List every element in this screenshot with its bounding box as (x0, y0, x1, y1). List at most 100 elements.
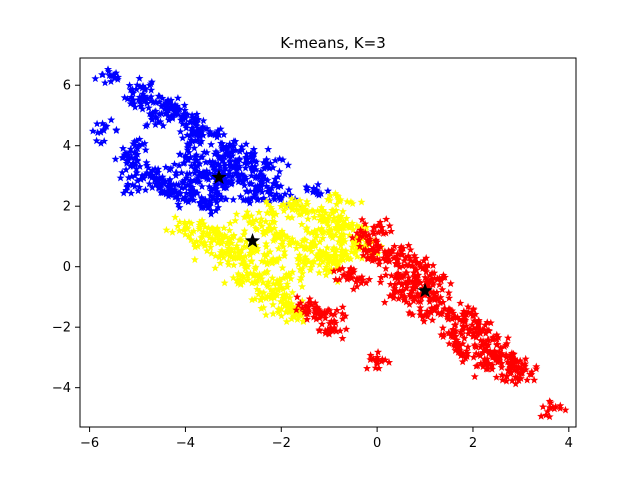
cluster-1-fill-point (205, 196, 214, 205)
cluster-1-fill-point (272, 178, 281, 187)
cluster-2-fill-point (332, 245, 341, 254)
cluster-2-fill-point (253, 276, 262, 284)
x-tick-label: 0 (373, 436, 381, 451)
cluster-3-fill-point (325, 319, 334, 327)
cluster-2-fill-point (222, 232, 231, 241)
cluster-3-fill-point (495, 356, 504, 365)
cluster-2-fill-point (263, 267, 272, 276)
cluster-3-fill-point (476, 343, 485, 351)
cluster-3-fill-point (430, 274, 439, 282)
cluster-1-fill-point (150, 175, 159, 184)
cluster-2-fill-point (283, 307, 292, 316)
cluster-2-fill-point (323, 218, 332, 227)
cluster-2-point (262, 226, 271, 234)
cluster-1-fill-point (176, 116, 185, 124)
cluster-3-fill-point (389, 293, 398, 302)
cluster-1-point (310, 186, 319, 195)
cluster-3-fill-point (411, 254, 420, 262)
cluster-3-fill-point (488, 365, 497, 373)
cluster-1-fill-point (183, 143, 192, 152)
cluster-2-fill-point (273, 276, 282, 284)
cluster-2-fill-point (227, 239, 236, 247)
cluster-1-fill-point (188, 110, 197, 119)
cluster-2-fill-point (299, 316, 308, 325)
cluster-1-point (186, 177, 195, 186)
cluster-1-fill-point (119, 144, 127, 152)
cluster-2-fill-point (287, 194, 296, 203)
cluster-2-point (195, 223, 204, 231)
cluster-2-fill-point (210, 228, 219, 237)
cluster-3-fill-point (397, 291, 406, 299)
cluster-2-fill-point (346, 197, 355, 206)
cluster-2-fill-point (234, 271, 243, 279)
cluster-2-fill-point (316, 253, 325, 262)
cluster-3-fill-point (437, 330, 446, 339)
cluster-1-fill-point (223, 148, 232, 157)
cluster-3-fill-point (307, 300, 316, 309)
cluster-2-fill-point (353, 252, 362, 261)
cluster-3-fill-point (401, 278, 410, 287)
cluster-1-fill-point (163, 181, 172, 190)
cluster-1-point (248, 153, 257, 162)
cluster-2-fill-point (279, 284, 288, 293)
cluster-2-fill-point (315, 260, 324, 269)
cluster-1-fill-point (138, 89, 147, 98)
cluster-3-fill-point (447, 329, 456, 338)
cluster-2-fill-point (322, 270, 331, 279)
cluster-1-fill-point (130, 153, 139, 162)
cluster-2-fill-point (287, 213, 296, 222)
cluster-2-fill-point (232, 241, 241, 250)
cluster-1-fill-point (228, 172, 237, 180)
cluster-2-fill-point (230, 248, 239, 256)
cluster-2-fill-point (282, 270, 291, 279)
cluster-1-fill-point (145, 179, 154, 188)
cluster-3-fill-point (325, 330, 334, 338)
cluster-1-fill-point (125, 81, 134, 89)
cluster-2-fill-point (295, 254, 304, 262)
cluster-1-fill-point (154, 184, 163, 192)
cluster-1-fill-point (232, 166, 241, 175)
cluster-1-fill-point (282, 200, 291, 208)
cluster-2-fill-point (270, 218, 279, 226)
cluster-2-fill-point (241, 264, 250, 273)
cluster-3-fill-point (363, 364, 371, 372)
cluster-2-fill-point (274, 284, 283, 293)
cluster-1-fill-point (237, 169, 246, 178)
cluster-2-fill-point (211, 263, 220, 272)
cluster-2-fill-point (201, 222, 210, 231)
cluster-3-fill-point (449, 309, 458, 317)
cluster-2-fill-point (278, 237, 287, 245)
cluster-1-fill-point (127, 172, 136, 181)
cluster-3-fill-point (450, 321, 459, 329)
cluster-3-fill-point (349, 267, 358, 276)
cluster-2-fill-point (224, 257, 233, 266)
cluster-2-fill-point (280, 247, 289, 256)
cluster-1-fill-point (143, 94, 152, 102)
cluster-1-fill-point (124, 151, 133, 159)
cluster-3-fill-point (480, 355, 489, 363)
cluster-2-fill-point (336, 241, 345, 249)
cluster-3-fill-point (464, 302, 473, 311)
cluster-1-fill-point (207, 140, 216, 148)
cluster-3-point (459, 350, 468, 358)
cluster-2-fill-point (217, 239, 226, 247)
cluster-1-fill-point (263, 176, 272, 184)
cluster-2-fill-point (289, 312, 298, 321)
cluster-3-fill-point (456, 348, 465, 357)
cluster-3-fill-point (369, 223, 378, 231)
cluster-1-fill-point (133, 80, 142, 89)
cluster-2-point (282, 298, 291, 307)
cluster-1-fill-point (175, 150, 184, 158)
cluster-1-fill-point (133, 176, 142, 185)
cluster-1-fill-point (165, 97, 174, 106)
cluster-1-fill-point (93, 128, 102, 137)
cluster-2-fill-point (243, 275, 252, 284)
cluster-3-fill-point (439, 332, 448, 341)
cluster-1-fill-point (303, 186, 312, 194)
cluster-2-fill-point (187, 228, 196, 237)
cluster-1-fill-point (156, 188, 165, 197)
cluster-1-fill-point (160, 186, 169, 195)
cluster-1-fill-point (133, 150, 142, 158)
cluster-2-fill-point (251, 224, 260, 232)
cluster-2-fill-point (253, 285, 262, 293)
